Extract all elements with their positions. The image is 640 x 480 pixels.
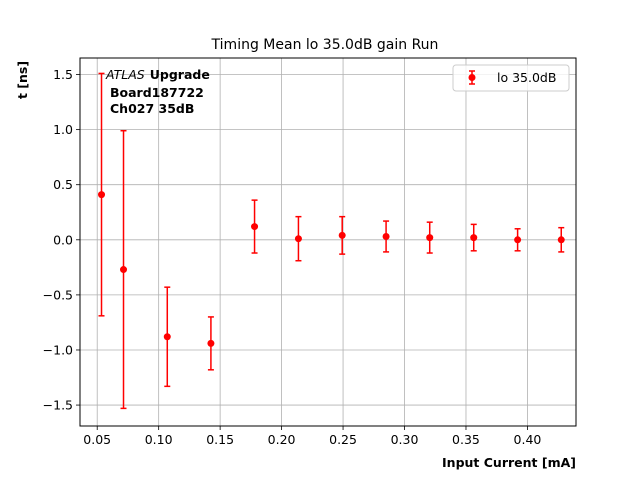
plot-frame [79,57,577,427]
data-point [98,191,106,199]
data-point [382,232,390,240]
legend-box [452,64,570,92]
y-tick-label: 1.5 [53,67,73,82]
y-axis-label: t [ns] [15,61,30,99]
y-tick-label: −0.5 [43,287,73,302]
x-tick-label: 0.05 [83,432,111,447]
x-tick-label: 0.35 [452,432,480,447]
grid-lines [80,58,576,426]
chart-title: Timing Mean lo 35.0dB gain Run [211,37,439,53]
channel-label: Ch027 35dB [110,101,194,116]
data-point [207,339,215,347]
board-label: Board187722 [110,85,204,100]
y-tick-label: 0.5 [53,177,73,192]
upgrade-label: Upgrade [150,67,210,82]
data-point [338,231,346,239]
legend: lo 35.0dB [452,64,570,92]
x-axis-label: Input Current [mA] [442,455,576,470]
x-tick-label: 0.15 [206,432,234,447]
data-point [470,234,478,242]
data-point [251,223,259,231]
data-point [514,236,522,244]
legend-marker [468,74,476,81]
x-axis-ticks: 0.05 0.10 0.15 0.20 0.25 0.30 0.35 0.40 [83,426,541,447]
legend-entry-lo-35db: lo 35.0dB [497,70,556,85]
data-series [98,72,565,410]
x-tick-label: 0.20 [268,432,296,447]
data-point [294,235,302,243]
x-tick-label: 0.30 [391,432,419,447]
data-point [426,234,434,242]
y-axis-ticks: −1.5 −1.0 −0.5 0.0 0.5 1.0 1.5 [43,67,80,413]
data-point [557,236,565,244]
x-tick-label: 0.40 [514,432,542,447]
y-tick-label: −1.0 [43,342,73,357]
data-point [120,266,128,274]
atlas-label: ATLAS [105,67,145,82]
y-tick-label: 0.0 [53,232,73,247]
y-tick-label: −1.5 [43,398,73,413]
x-tick-label: 0.10 [145,432,173,447]
atlas-annotation: ATLAS Upgrade Board187722 Ch027 35dB [105,67,210,116]
y-tick-label: 1.0 [53,122,73,137]
data-point [163,333,171,341]
x-tick-label: 0.25 [329,432,357,447]
